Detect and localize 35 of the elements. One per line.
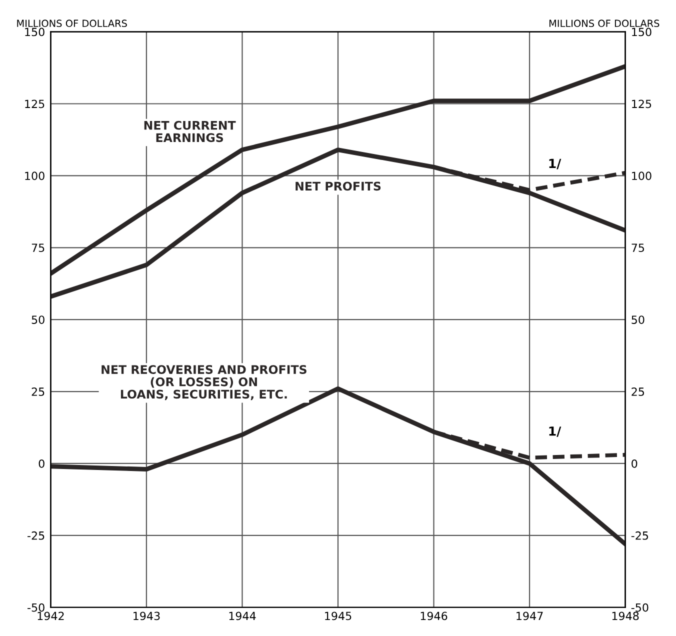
x-tick-label: 1945 bbox=[325, 612, 352, 620]
x-tick-label: 1942 bbox=[38, 612, 64, 620]
line-series bbox=[50, 386, 626, 546]
line-series bbox=[50, 64, 626, 276]
series-label: NET PROFITS bbox=[296, 182, 381, 191]
y2-tick-label: 50 bbox=[632, 316, 644, 324]
x-tick-label: 1948 bbox=[612, 612, 639, 620]
y2-tick-label: 150 bbox=[632, 28, 652, 36]
y-tick-label: 25 bbox=[32, 388, 44, 396]
y-tick-label: -25 bbox=[28, 531, 44, 540]
y-tick-label: 75 bbox=[32, 244, 44, 252]
x-tick-label: 1947 bbox=[516, 612, 543, 620]
annotation: 1/ bbox=[549, 158, 562, 170]
y2-tick-label: 125 bbox=[632, 100, 652, 108]
y2-tick-label: 75 bbox=[632, 244, 644, 252]
y-tick-label: -50 bbox=[28, 603, 44, 612]
y-axis-title: MILLIONS OF DOLLARS bbox=[17, 20, 127, 28]
series-label: NET RECOVERIES AND PROFITS (OR LOSSES) ON LOANS, SECURITIES, ETC. bbox=[102, 365, 306, 400]
annotation: 1/ bbox=[549, 426, 562, 437]
y2-axis-title: MILLIONS OF DOLLARS bbox=[549, 20, 660, 28]
y2-tick-label: 100 bbox=[632, 172, 652, 180]
y2-tick-label: 0 bbox=[632, 459, 638, 468]
x-tick-label: 1946 bbox=[420, 612, 448, 620]
y-tick-label: 0 bbox=[38, 459, 44, 468]
y-tick-label: 150 bbox=[25, 28, 44, 36]
x-tick-label: 1943 bbox=[134, 612, 160, 620]
y2-tick-label: -50 bbox=[631, 603, 648, 612]
y2-tick-label: 25 bbox=[632, 388, 644, 396]
x-tick-label: 1944 bbox=[229, 612, 256, 620]
series-label: NET CURRENT EARNINGS bbox=[144, 120, 236, 142]
y-tick-label: 100 bbox=[25, 172, 44, 180]
y-tick-label: 50 bbox=[32, 316, 44, 324]
line-series bbox=[50, 148, 626, 299]
y-tick-label: 125 bbox=[25, 100, 44, 108]
y2-tick-label: -25 bbox=[631, 531, 648, 540]
